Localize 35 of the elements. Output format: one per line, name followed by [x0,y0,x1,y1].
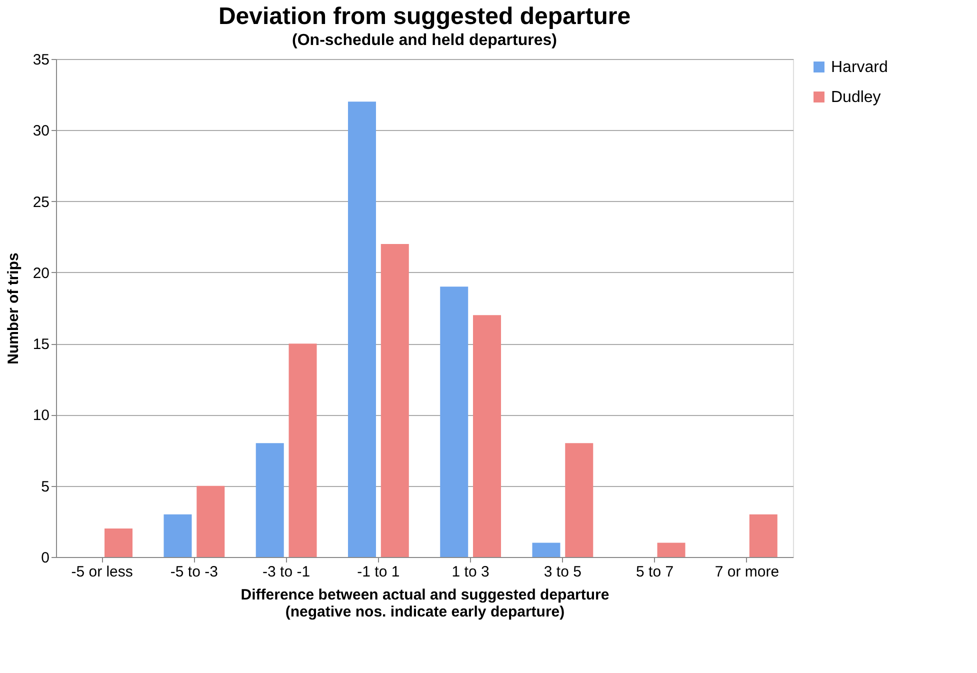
y-tick-label: 5 [41,478,50,496]
legend-label: Harvard [831,59,888,76]
y-tick-label: 10 [32,407,50,424]
y-tick-label: 20 [32,264,50,282]
bar [749,514,778,557]
y-tick-label: 35 [32,52,50,68]
bar [164,514,192,557]
x-tick-label: -3 to -1 [262,564,310,580]
x-tick-label: 3 to 5 [544,564,582,580]
bar [473,315,502,557]
bar [196,486,225,557]
bar [657,542,686,557]
legend-label: Dudley [831,89,881,106]
y-tick-label: 0 [41,550,50,566]
bar [288,344,317,557]
y-tick-label: 15 [32,336,50,354]
chart-title: Deviation from suggested departure [218,3,631,30]
x-axis-title: Difference between actual and suggested departure (negative nos. indicate early departure) [240,586,610,620]
bar [532,542,560,557]
y-axis-title: Number of trips [4,252,22,364]
bar [256,443,284,557]
x-tick-label: 1 to 3 [452,564,490,580]
x-tick-label: 5 to 7 [636,564,674,580]
y-tick-label: 30 [32,122,50,140]
bar [348,102,376,557]
bar [380,244,409,557]
y-tick-label: 25 [32,194,50,211]
x-tick-label: -5 to -3 [170,564,218,580]
x-tick-label: -1 to 1 [357,564,400,580]
bar [565,443,594,557]
x-tick-label: -5 or less [71,564,133,580]
bar [104,528,133,557]
x-tick-label: 7 or more [714,564,780,580]
bar [440,286,468,557]
chart-subtitle: (On-schedule and held departures) [292,32,557,49]
